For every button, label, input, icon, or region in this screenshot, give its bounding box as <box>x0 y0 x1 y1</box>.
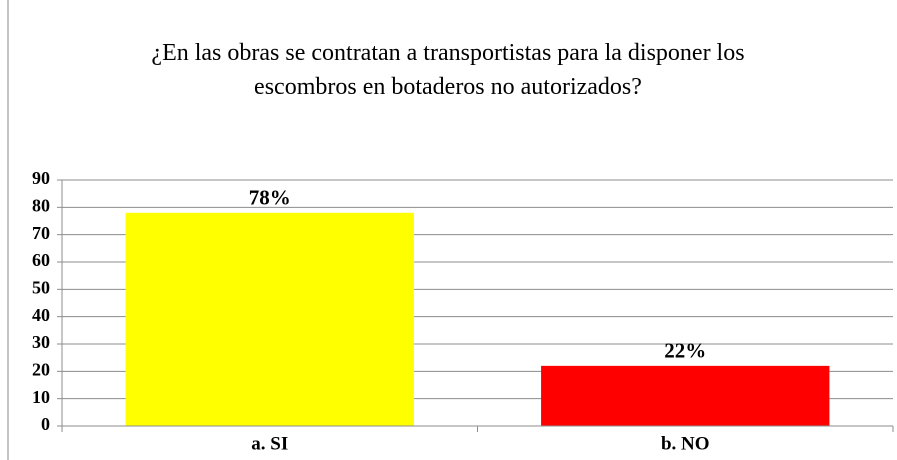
data-label: 22% <box>664 339 706 363</box>
bar <box>541 365 830 426</box>
y-tick-label: 90 <box>32 168 50 188</box>
y-tick-label: 80 <box>32 195 50 215</box>
y-tick-label: 60 <box>32 250 50 270</box>
y-tick-label: 70 <box>32 223 50 243</box>
y-tick-label: 50 <box>32 277 50 297</box>
chart-title: ¿En las obras se contratan a transportis… <box>151 40 745 100</box>
y-tick-label: 10 <box>32 387 50 407</box>
y-tick-label: 30 <box>32 332 50 352</box>
x-tick-label: b. NO <box>661 433 710 454</box>
y-tick-label: 0 <box>41 414 50 434</box>
y-tick-label: 20 <box>32 359 50 379</box>
data-label: 78% <box>249 186 291 210</box>
bar <box>125 212 414 426</box>
y-tick-label: 40 <box>32 305 50 325</box>
x-tick-label: a. SI <box>251 433 288 454</box>
